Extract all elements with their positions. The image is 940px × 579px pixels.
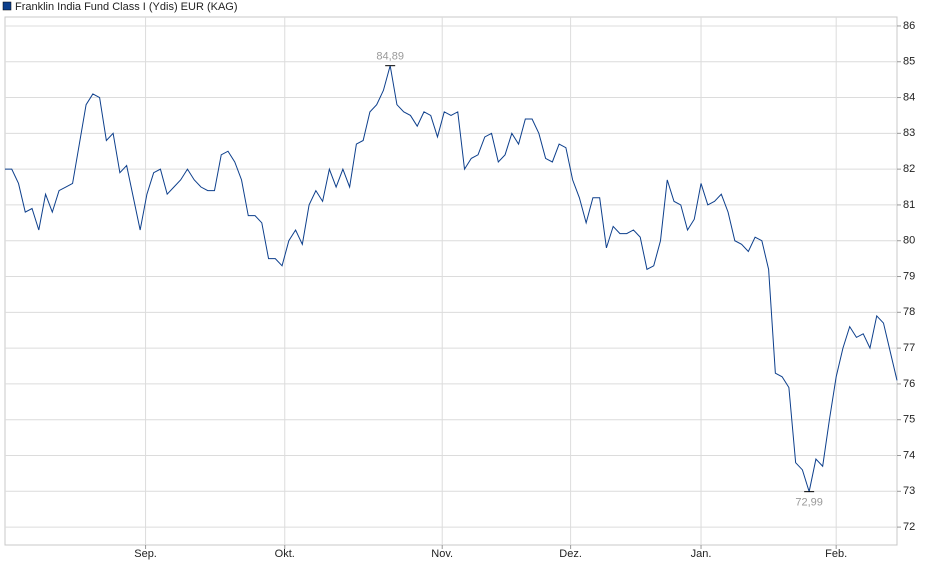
x-tick-label: Okt. [275, 548, 295, 560]
y-tick-label: 83 [903, 127, 915, 139]
y-tick-label: 77 [903, 342, 915, 354]
y-tick-label: 80 [903, 235, 915, 247]
y-tick-label: 76 [903, 378, 915, 390]
y-tick-label: 73 [903, 485, 915, 497]
x-tick-label: Nov. [431, 548, 453, 560]
y-tick-label: 84 [903, 91, 915, 103]
y-tick-label: 75 [903, 414, 915, 426]
x-tick-label: Jan. [691, 548, 712, 560]
y-tick-label: 85 [903, 56, 915, 68]
y-tick-label: 78 [903, 306, 915, 318]
y-tick-label: 72 [903, 521, 915, 533]
y-tick-label: 81 [903, 199, 915, 211]
chart-title: Franklin India Fund Class I (Ydis) EUR (… [15, 1, 238, 13]
y-tick-label: 79 [903, 270, 915, 282]
plot-area [4, 16, 898, 546]
value-label: 72,99 [795, 497, 823, 509]
legend-swatch [2, 1, 12, 11]
x-tick-label: Sep. [134, 548, 157, 560]
price-line [5, 65, 898, 492]
y-tick-label: 82 [903, 163, 915, 175]
x-tick-label: Feb. [825, 548, 847, 560]
value-label: 84,89 [376, 51, 404, 63]
y-tick-label: 86 [903, 20, 915, 32]
x-tick-label: Dez. [559, 548, 582, 560]
y-tick-label: 74 [903, 449, 915, 461]
